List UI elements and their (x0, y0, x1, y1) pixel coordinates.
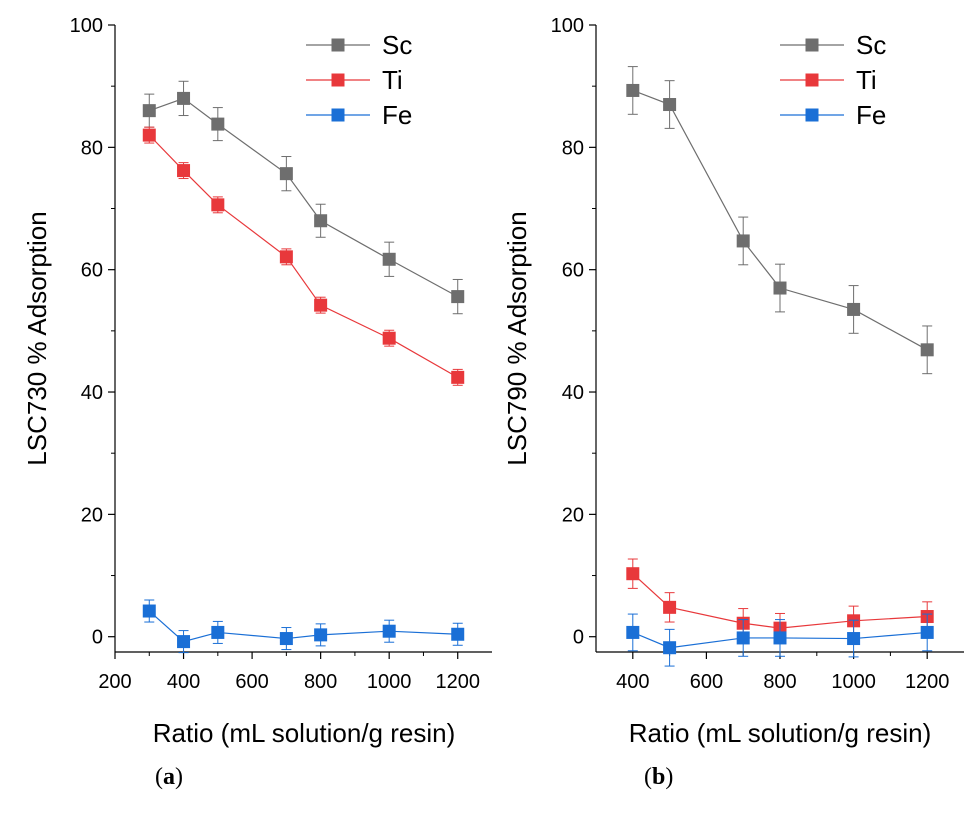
y-tick-label: 80 (562, 137, 584, 159)
legend-marker-fe (331, 108, 345, 122)
data-point (279, 167, 293, 181)
legend-label-fe: Fe (382, 100, 412, 130)
data-point (773, 631, 787, 645)
x-tick-label: 1200 (435, 671, 480, 693)
x-axis-title: Ratio (mL solution/g resin) (153, 718, 456, 748)
legend-label-sc: Sc (382, 30, 412, 60)
y-tick-label: 20 (81, 504, 103, 526)
data-point (663, 600, 677, 614)
caption-a: (a) (155, 764, 183, 790)
y-tick-label: 40 (81, 382, 103, 404)
data-point (142, 128, 156, 142)
data-point (847, 632, 861, 646)
data-point (314, 298, 328, 312)
data-point (177, 164, 191, 178)
data-point (663, 641, 677, 655)
y-tick-label: 60 (81, 260, 103, 282)
data-point (451, 290, 465, 304)
data-point (211, 117, 225, 131)
data-point (736, 631, 750, 645)
data-point (626, 625, 640, 639)
y-tick-label: 100 (70, 15, 103, 37)
y-axis-title: LSC790 % Adsorption (502, 211, 532, 465)
series-fe (626, 613, 934, 667)
data-point (382, 331, 396, 345)
y-tick-label: 40 (562, 382, 584, 404)
y-tick-label: 100 (551, 15, 584, 37)
data-point (773, 281, 787, 295)
data-point (279, 250, 293, 264)
y-tick-label: 60 (562, 260, 584, 282)
series-fe (142, 599, 465, 654)
x-axis-title: Ratio (mL solution/g resin) (629, 718, 932, 748)
x-tick-label: 400 (616, 671, 649, 693)
data-point (626, 83, 640, 97)
legend-label-ti: Ti (382, 65, 403, 95)
legend-marker-ti (331, 73, 345, 87)
data-point (314, 214, 328, 228)
caption-b: (b) (644, 764, 673, 790)
panel-a: 0 20 40 60 80 100 200 400 600 800 1000 1200 Ratio (m… (22, 15, 492, 748)
panel-b: 0 20 40 60 80 100 400 600 800 1000 1200 Ratio (mL s… (502, 15, 964, 748)
caption-a-letter: a (163, 764, 175, 790)
data-point (920, 343, 934, 357)
series-ti (142, 126, 465, 386)
series-sc (626, 66, 934, 375)
data-point (663, 98, 677, 112)
x-tick-label: 600 (235, 671, 268, 693)
y-tick-label: 0 (92, 627, 103, 649)
caption-b-letter: b (652, 764, 665, 790)
y-tick-label: 80 (81, 137, 103, 159)
data-point (626, 567, 640, 581)
data-point (211, 198, 225, 212)
data-point (279, 632, 293, 646)
data-point (314, 628, 328, 642)
x-tick-label: 1000 (367, 671, 412, 693)
legend-marker-sc (805, 38, 819, 52)
data-point (451, 627, 465, 641)
series-line (148, 610, 458, 643)
x-tick-label: 1200 (905, 671, 950, 693)
data-point (142, 104, 156, 118)
data-point (736, 234, 750, 248)
y-tick-label: 0 (573, 627, 584, 649)
data-point (382, 252, 396, 266)
x-tick-label: 400 (167, 671, 200, 693)
data-point (142, 604, 156, 618)
y-tick-label: 20 (562, 504, 584, 526)
legend-marker-ti (805, 73, 819, 87)
legend-marker-fe (805, 108, 819, 122)
x-tick-label: 200 (98, 671, 131, 693)
data-point (451, 370, 465, 384)
x-tick-label: 800 (763, 671, 796, 693)
x-tick-label: 1000 (831, 671, 876, 693)
data-point (177, 91, 191, 105)
legend-marker-sc (331, 38, 345, 52)
legend-label-ti: Ti (856, 65, 877, 95)
data-point (920, 625, 934, 639)
data-point (177, 635, 191, 649)
legend-label-sc: Sc (856, 30, 886, 60)
data-point (211, 625, 225, 639)
data-point (847, 302, 861, 316)
legend-label-fe: Fe (856, 100, 886, 130)
x-tick-label: 800 (304, 671, 337, 693)
y-axis-title: LSC730 % Adsorption (22, 211, 52, 465)
data-point (382, 624, 396, 638)
x-tick-label: 600 (690, 671, 723, 693)
series-line (148, 134, 459, 378)
series-sc (142, 80, 465, 315)
